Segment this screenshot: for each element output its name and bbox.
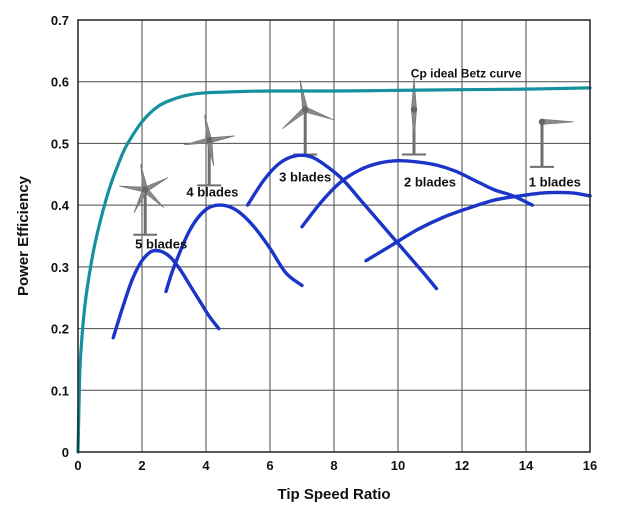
- x-tick-label: 4: [202, 458, 210, 473]
- x-tick-label: 0: [74, 458, 81, 473]
- series-line-cp-ideal-betz-curve: [76, 86, 592, 454]
- turbine-3-blades-icon: [282, 79, 334, 156]
- y-axis-label: Power Efficiency: [15, 175, 32, 296]
- plot-frame: [77, 19, 591, 453]
- turbine-blade: [411, 77, 417, 110]
- turbine-blade: [119, 185, 146, 193]
- series-line-5-blades: [111, 248, 221, 340]
- x-tick-label: 10: [391, 458, 405, 473]
- turbine-hub: [142, 186, 149, 193]
- label-2-blades: 2 blades: [404, 175, 456, 190]
- y-tick-label: 0.5: [51, 136, 69, 151]
- turbine-blade: [303, 106, 334, 121]
- turbine-blade: [541, 118, 575, 125]
- turbine-2-blades-icon: [402, 77, 426, 156]
- y-tick-label: 0.1: [51, 383, 69, 398]
- label-1-blades: 1 blades: [529, 175, 581, 190]
- label-5-blades: 5 blades: [135, 236, 187, 251]
- x-tick-label: 6: [266, 458, 273, 473]
- data-series: [76, 86, 592, 454]
- turbine-hub: [410, 106, 418, 113]
- turbine-1-blades-icon: [530, 118, 575, 168]
- series-line-2-blades: [300, 158, 535, 229]
- label-cp-ideal-betz-curve: Cp ideal Betz curve: [411, 66, 522, 80]
- turbine-blade: [411, 109, 417, 142]
- series-line-4-blades: [164, 203, 304, 294]
- turbine-hub: [538, 118, 546, 126]
- x-tick-label: 12: [455, 458, 469, 473]
- y-tick-label: 0.7: [51, 13, 69, 28]
- turbine-5-blades-icon: [119, 164, 169, 236]
- series-labels: Cp ideal Betz curve 5 blades 4 blades 3 bla…: [135, 66, 581, 251]
- x-tick-label: 2: [138, 458, 145, 473]
- series-line-1-blades: [364, 190, 592, 263]
- x-tick-label: 8: [330, 458, 337, 473]
- y-tick-label: 0.4: [51, 198, 70, 213]
- x-tick-label: 14: [519, 458, 534, 473]
- y-tick-label: 0.2: [51, 322, 69, 337]
- label-4-blades: 4 blades: [186, 185, 238, 200]
- y-tick-label: 0.6: [51, 75, 69, 90]
- x-tick-label: 16: [583, 458, 597, 473]
- turbine-blade: [208, 135, 235, 144]
- label-3-blades: 3 blades: [279, 170, 331, 185]
- y-tick-label: 0: [62, 445, 69, 460]
- turbine-4-blades-icon: [183, 114, 235, 187]
- turbine-blade: [299, 79, 309, 111]
- turbine-hub: [206, 137, 213, 144]
- tick-labels: 0 2 4 6 8 10 12 14 16 0 0.1 0.2 0.3 0.4 0.5 0.6 0.7: [51, 13, 597, 473]
- turbine-illustrations: [119, 77, 575, 236]
- y-tick-label: 0.3: [51, 260, 69, 275]
- turbine-hub: [302, 106, 309, 113]
- x-axis-label: Tip Speed Ratio: [277, 486, 390, 503]
